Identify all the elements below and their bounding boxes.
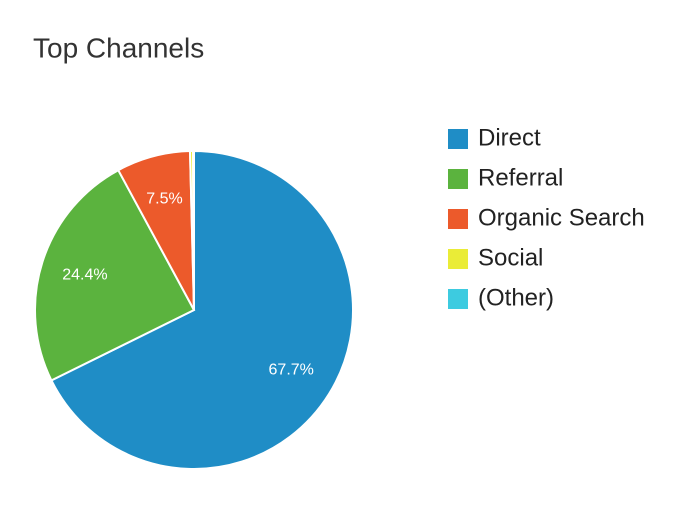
pie-slice — [191, 149, 195, 311]
legend-label: Referral — [478, 164, 563, 191]
slice-label: 7.5% — [146, 191, 182, 208]
chart-title: Top Channels — [33, 32, 204, 63]
legend-swatch — [448, 129, 468, 149]
legend-label: Social — [478, 244, 543, 271]
legend-swatch — [448, 289, 468, 309]
legend-label: (Other) — [478, 284, 554, 311]
legend-label: Direct — [478, 124, 541, 151]
legend-swatch — [448, 249, 468, 269]
legend-swatch — [448, 169, 468, 189]
pie-slice — [34, 168, 196, 382]
slice-label: 24.4% — [62, 267, 107, 284]
legend-label: Organic Search — [478, 204, 645, 231]
slice-label: 67.7% — [269, 362, 314, 379]
legend-swatch — [448, 209, 468, 229]
pie-slice — [50, 149, 354, 470]
